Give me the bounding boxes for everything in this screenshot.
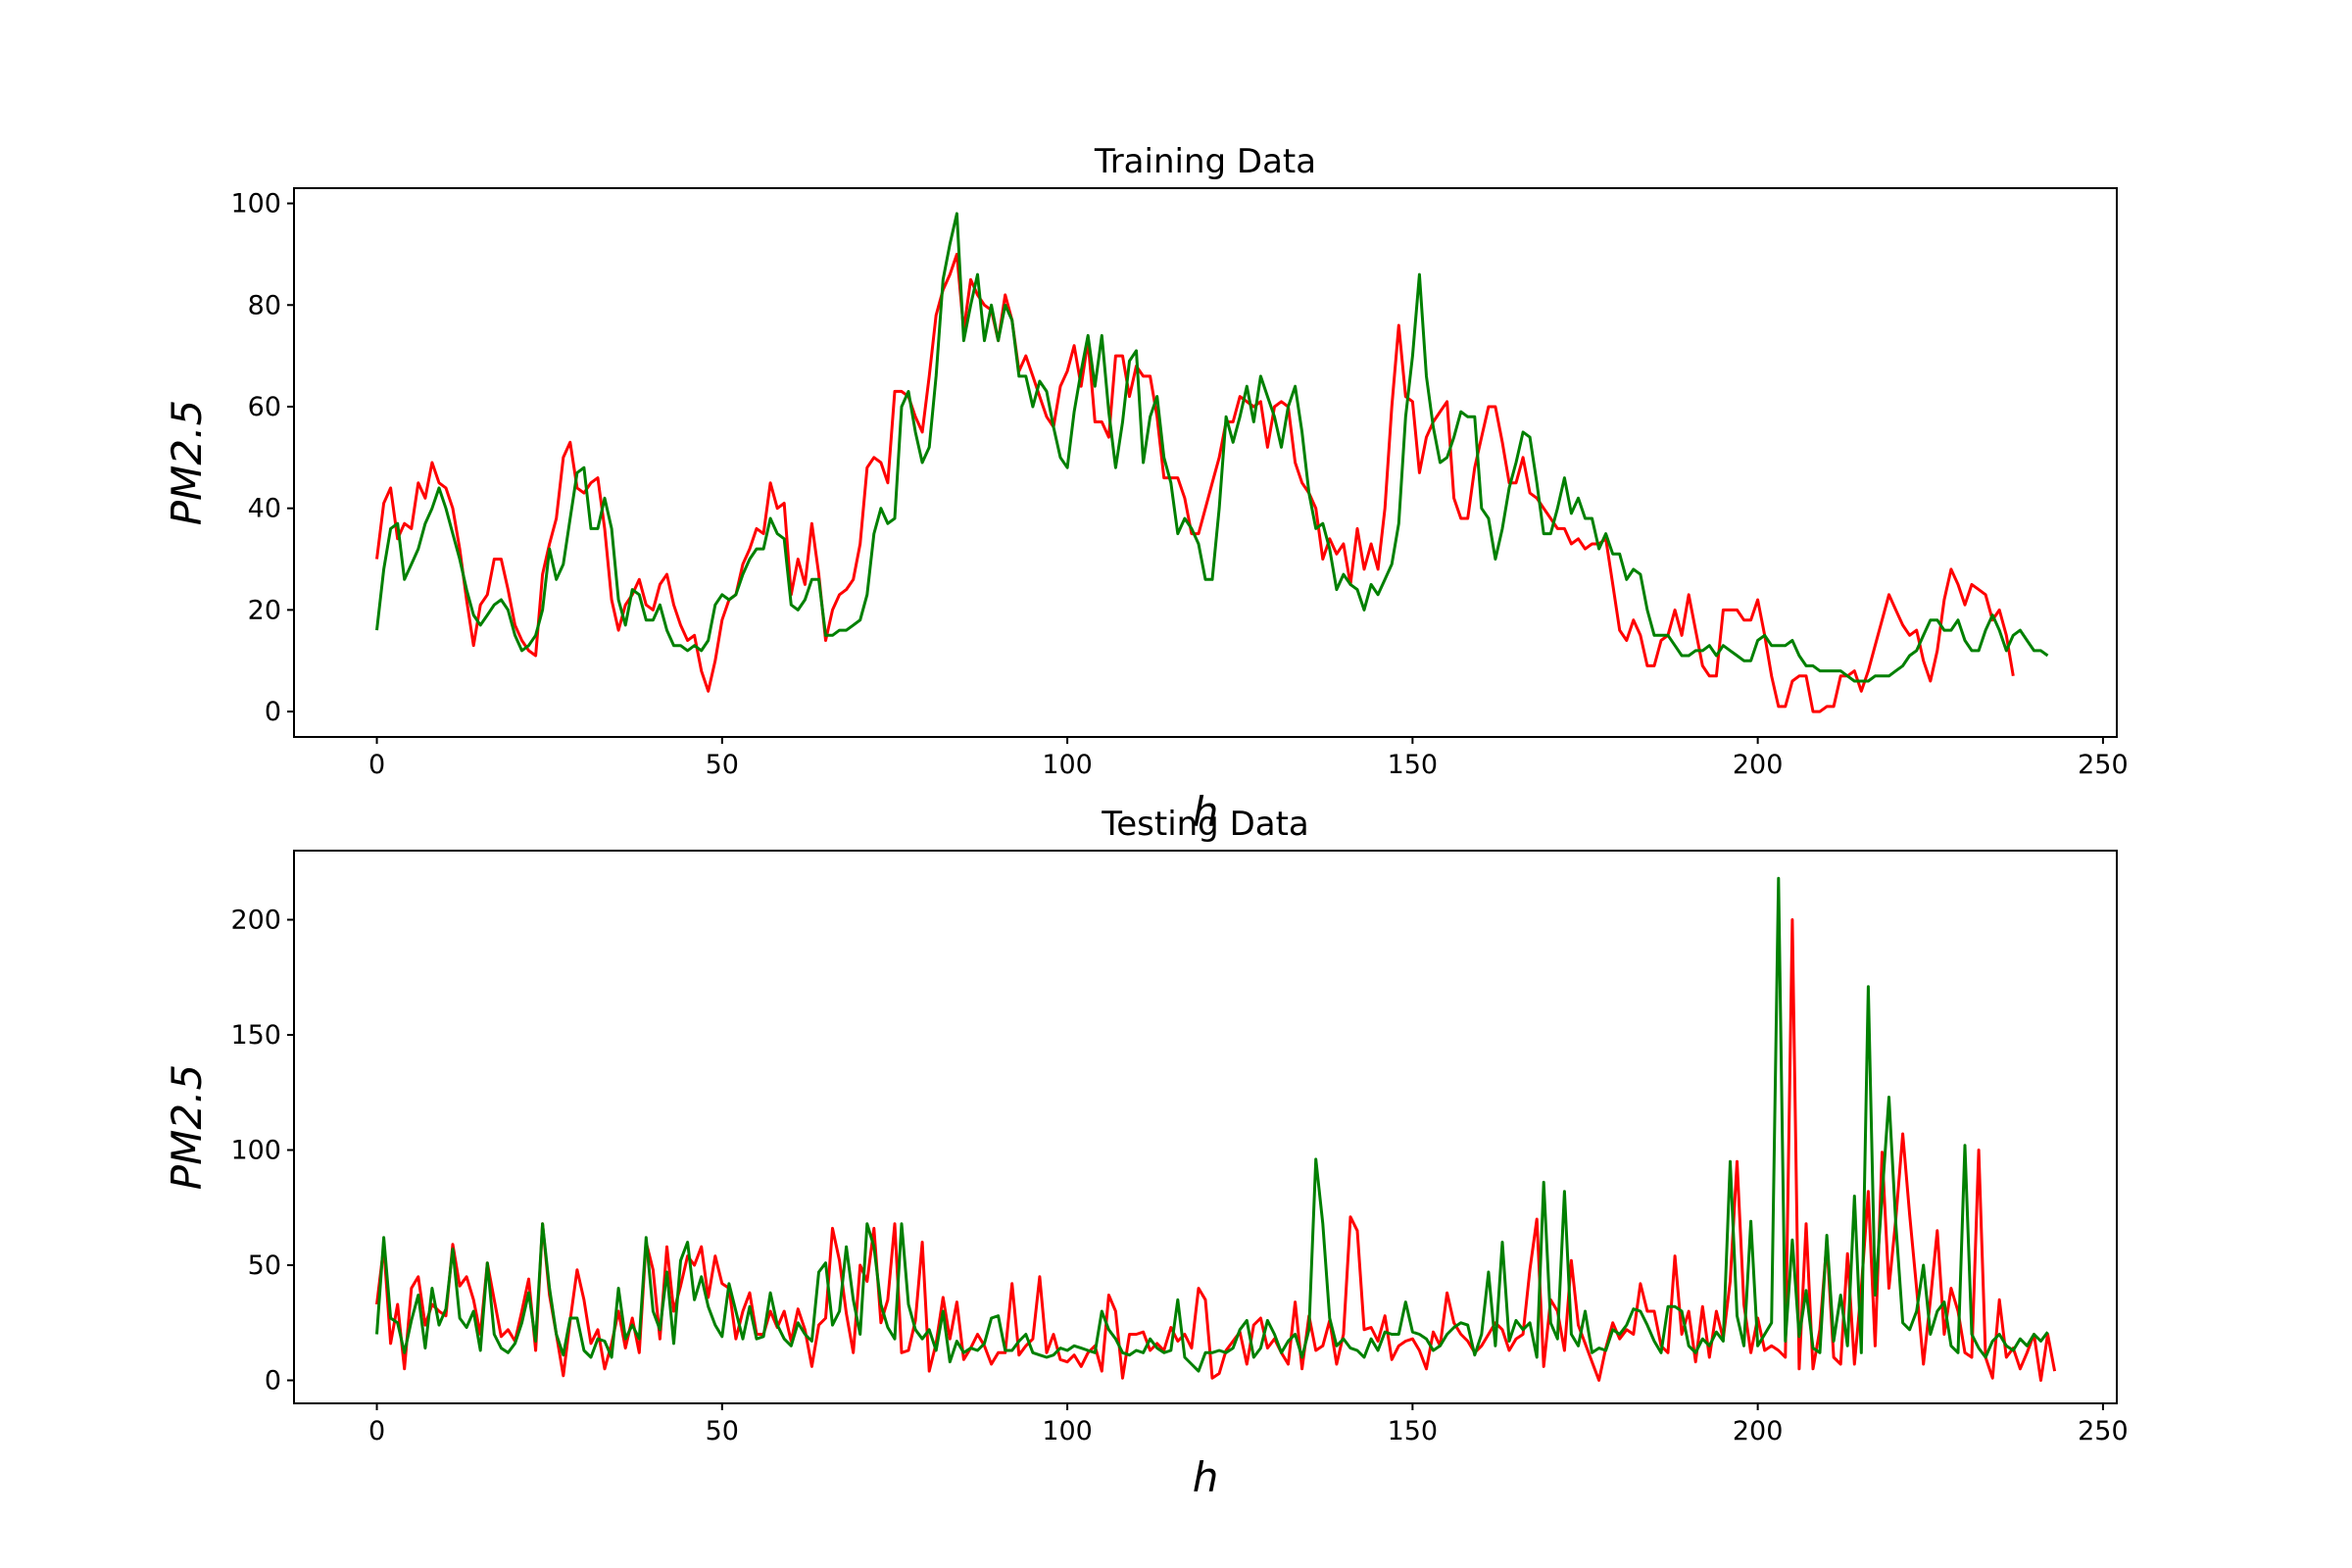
testing-yticks: 0 50 100 150 200 — [230, 906, 294, 1396]
training-ytick-label: 40 — [248, 494, 281, 524]
training-ytick-label: 100 — [230, 189, 281, 220]
training-ytick-label: 0 — [265, 697, 281, 727]
training-ylabel: PM2.5 — [163, 400, 211, 525]
training-xticks: 0 50 100 150 200 250 — [368, 737, 2129, 780]
testing-xtick-label: 50 — [706, 1416, 739, 1446]
training-ytick-label: 60 — [248, 392, 281, 422]
testing-ytick-label: 100 — [230, 1136, 281, 1166]
testing-series — [375, 876, 2057, 1382]
testing-subplot: 0 50 100 150 200 250 0 50 100 150 200 Testing Dat… — [163, 805, 2129, 1501]
testing-ylabel: PM2.5 — [163, 1064, 211, 1190]
testing-ytick-label: 50 — [248, 1250, 281, 1281]
testing-xtick-label: 200 — [1733, 1416, 1784, 1446]
testing-series-line-red — [375, 918, 2057, 1382]
training-xlabel: h — [1193, 788, 1219, 836]
training-xtick-label: 150 — [1388, 750, 1439, 780]
training-xtick-label: 0 — [368, 750, 385, 780]
training-subplot: 0 50 100 150 200 250 0 20 40 60 80 100 Training Da… — [163, 142, 2129, 836]
testing-ytick-label: 0 — [265, 1366, 281, 1396]
testing-xlabel: h — [1193, 1453, 1219, 1501]
training-xtick-label: 200 — [1733, 750, 1784, 780]
training-ytick-label: 20 — [248, 595, 281, 625]
training-xtick-label: 100 — [1042, 750, 1093, 780]
testing-xtick-label: 0 — [368, 1416, 385, 1446]
training-xtick-label: 50 — [706, 750, 739, 780]
training-series-line-green — [375, 212, 2049, 683]
training-title: Training Data — [1094, 142, 1316, 181]
testing-series-line-green — [375, 876, 2049, 1373]
training-axes-frame — [293, 187, 2118, 738]
testing-axes-frame — [293, 850, 2118, 1404]
training-ytick-label: 80 — [248, 290, 281, 320]
testing-xtick-label: 150 — [1388, 1416, 1439, 1446]
testing-xtick-label: 100 — [1042, 1416, 1093, 1446]
testing-ytick-label: 200 — [230, 906, 281, 936]
testing-xticks: 0 50 100 150 200 250 — [368, 1403, 2129, 1446]
testing-title: Testing Data — [1101, 805, 1309, 844]
training-yticks: 0 20 40 60 80 100 — [230, 189, 294, 727]
testing-xtick-label: 250 — [2078, 1416, 2129, 1446]
training-series — [375, 212, 2049, 713]
training-xtick-label: 250 — [2078, 750, 2129, 780]
testing-ytick-label: 150 — [230, 1020, 281, 1051]
